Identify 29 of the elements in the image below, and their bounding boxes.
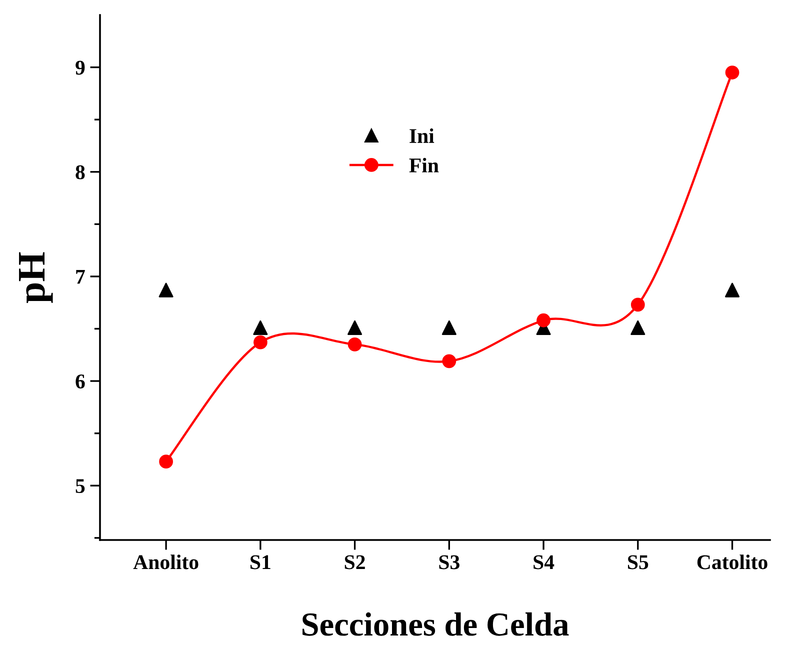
point (348, 320, 362, 335)
x-axis-title: Secciones de Celda (302, 612, 569, 636)
point (253, 335, 268, 350)
legend-label: Ini (410, 128, 434, 143)
point (253, 320, 268, 335)
x-tick-label: Anolito (133, 554, 198, 570)
x-tick-label: S3 (439, 555, 460, 570)
point (442, 354, 456, 368)
point (536, 313, 550, 328)
x-tick-label: S1 (250, 555, 270, 570)
point (159, 454, 173, 469)
point (348, 337, 362, 352)
point (630, 298, 645, 312)
y-tick-label: 6 (76, 374, 85, 388)
point (158, 282, 174, 298)
point (630, 320, 646, 335)
point (725, 66, 740, 80)
y-tick-label: 7 (76, 270, 85, 284)
y-tick-label: 8 (76, 165, 85, 180)
legend-label: Fin (409, 158, 439, 172)
x-tick-label: S4 (534, 555, 554, 570)
y-tick-label: 5 (76, 479, 85, 494)
y-tick-label: 9 (76, 60, 85, 75)
point (442, 320, 456, 335)
y-axis-title: pH (19, 252, 53, 303)
point (724, 282, 740, 298)
x-tick-label: Catolito (697, 554, 768, 570)
x-tick-label: S2 (344, 555, 365, 570)
x-tick-label: S5 (628, 555, 648, 570)
